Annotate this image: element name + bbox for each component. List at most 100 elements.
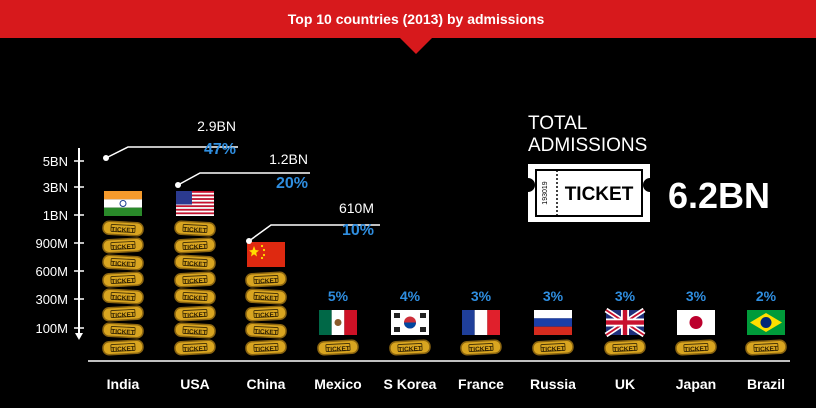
x-category-label: USA: [180, 376, 210, 392]
header-bar: [0, 0, 816, 38]
bar-brazil: TICKET: [745, 310, 787, 356]
percent-label: 3%: [615, 288, 636, 304]
header-banner: Top 10 countries (2013) by admissions: [0, 0, 816, 54]
ticket-coin: TICKET: [102, 305, 144, 322]
total-label-line2: ADMISSIONS: [528, 135, 647, 156]
ticket-icon-label: TICKET: [565, 184, 634, 205]
uk-flag: [604, 307, 646, 338]
coin-label: TICKET: [254, 311, 278, 319]
ticket-coin: TICKET: [174, 254, 216, 271]
ticket-coin: TICKET: [174, 220, 216, 237]
coin-label: TICKET: [111, 294, 135, 302]
x-category-label: China: [247, 376, 286, 392]
y-tick-label: 600M: [35, 264, 68, 279]
ticket-coin: TICKET: [174, 322, 216, 339]
x-category-label: France: [458, 376, 504, 392]
coin-label: TICKET: [183, 226, 207, 234]
ticket-coin: TICKET: [245, 322, 287, 339]
ticket-coin: TICKET: [102, 271, 144, 288]
callout: 2.9BN 47%: [103, 118, 238, 161]
usa-flag: [176, 191, 214, 216]
ticket-coin: TICKET: [174, 271, 216, 288]
y-axis-arrow: [75, 333, 83, 340]
y-axis: 5BN 3BN 1BN 900M 600M 300M 100M: [35, 148, 84, 340]
callout-value: 610M: [339, 200, 374, 216]
callout-line: [248, 224, 380, 242]
ticket-coin: TICKET: [245, 271, 287, 288]
coin-label: TICKET: [541, 345, 565, 353]
callout-line: [105, 146, 238, 159]
coin-label: TICKET: [183, 260, 207, 268]
japan-flag: [677, 310, 715, 335]
callout: 610M 10%: [246, 200, 380, 244]
coin-label: TICKET: [183, 328, 207, 336]
coin-label: TICKET: [183, 243, 207, 251]
ticket-coin: TICKET: [460, 339, 502, 356]
callout-value: 1.2BN: [269, 151, 308, 167]
y-tick-label: 300M: [35, 292, 68, 307]
percent-label: 4%: [400, 288, 421, 304]
coin-label: TICKET: [326, 345, 350, 353]
percent-label: 3%: [686, 288, 707, 304]
ticket-coin: TICKET: [675, 339, 717, 356]
bar-s-korea: TICKET: [389, 310, 431, 356]
callout-percent: 47%: [204, 141, 236, 158]
ticket-icon: 193019 TICKET: [528, 164, 650, 222]
coin-label: TICKET: [111, 328, 135, 336]
percent-label: 2%: [756, 288, 777, 304]
ticket-coin: TICKET: [604, 339, 646, 356]
callout-percent: 10%: [342, 222, 374, 239]
china-flag: [247, 242, 285, 267]
y-tick-label: 100M: [35, 321, 68, 336]
callout: 1.2BN 20%: [175, 151, 310, 192]
x-category-label: Brazil: [747, 376, 785, 392]
ticket-coin: TICKET: [102, 220, 144, 237]
coin-label: TICKET: [684, 345, 708, 353]
bar-usa: TICKET TICKET TICKET TICKET TICKET TICKET TICK…: [174, 191, 216, 356]
bar-india: TICKET TICKET TICKET TICKET TICKET TICKET TICK…: [102, 191, 144, 356]
ticket-coin: TICKET: [174, 237, 216, 254]
x-category-label: Japan: [676, 376, 716, 392]
y-tick-label: 900M: [35, 236, 68, 251]
ticket-coin: TICKET: [102, 254, 144, 271]
ticket-coin: TICKET: [102, 322, 144, 339]
ticket-coin: TICKET: [317, 339, 359, 356]
india-flag: [104, 191, 142, 216]
coin-label: TICKET: [111, 260, 135, 268]
percent-label: 3%: [543, 288, 564, 304]
ticket-coin: TICKET: [245, 305, 287, 322]
bar-russia: TICKET: [532, 310, 574, 356]
percent-label: 3%: [471, 288, 492, 304]
ticket-serial: 193019: [542, 181, 549, 204]
coin-label: TICKET: [254, 294, 278, 302]
coin-label: TICKET: [111, 345, 135, 353]
coin-label: TICKET: [254, 277, 278, 285]
callout-value: 2.9BN: [197, 118, 236, 134]
coin-label: TICKET: [111, 311, 135, 319]
callout-line: [177, 172, 310, 186]
bar-china: TICKET TICKET TICKET TICKET TICKET: [245, 242, 287, 356]
south-korea-flag: [391, 310, 429, 335]
ticket-coin: TICKET: [245, 288, 287, 305]
coin-label: TICKET: [183, 277, 207, 285]
bar-france: TICKET: [460, 310, 502, 356]
bar-uk: TICKET: [604, 307, 646, 356]
coin-label: TICKET: [398, 345, 422, 353]
ticket-coin: TICKET: [245, 339, 287, 356]
coin-label: TICKET: [183, 294, 207, 302]
percent-label: 5%: [328, 288, 349, 304]
bar-japan: TICKET: [675, 310, 717, 356]
brazil-flag: [747, 310, 785, 335]
ticket-coin: TICKET: [102, 339, 144, 356]
mexico-flag: [319, 310, 357, 335]
y-tick-label: 1BN: [43, 208, 68, 223]
france-flag: [462, 310, 500, 335]
x-category-label: India: [107, 376, 140, 392]
ticket-coin: TICKET: [174, 288, 216, 305]
coin-label: TICKET: [469, 345, 493, 353]
x-category-label: Mexico: [314, 376, 361, 392]
ticket-coin: TICKET: [532, 339, 574, 356]
